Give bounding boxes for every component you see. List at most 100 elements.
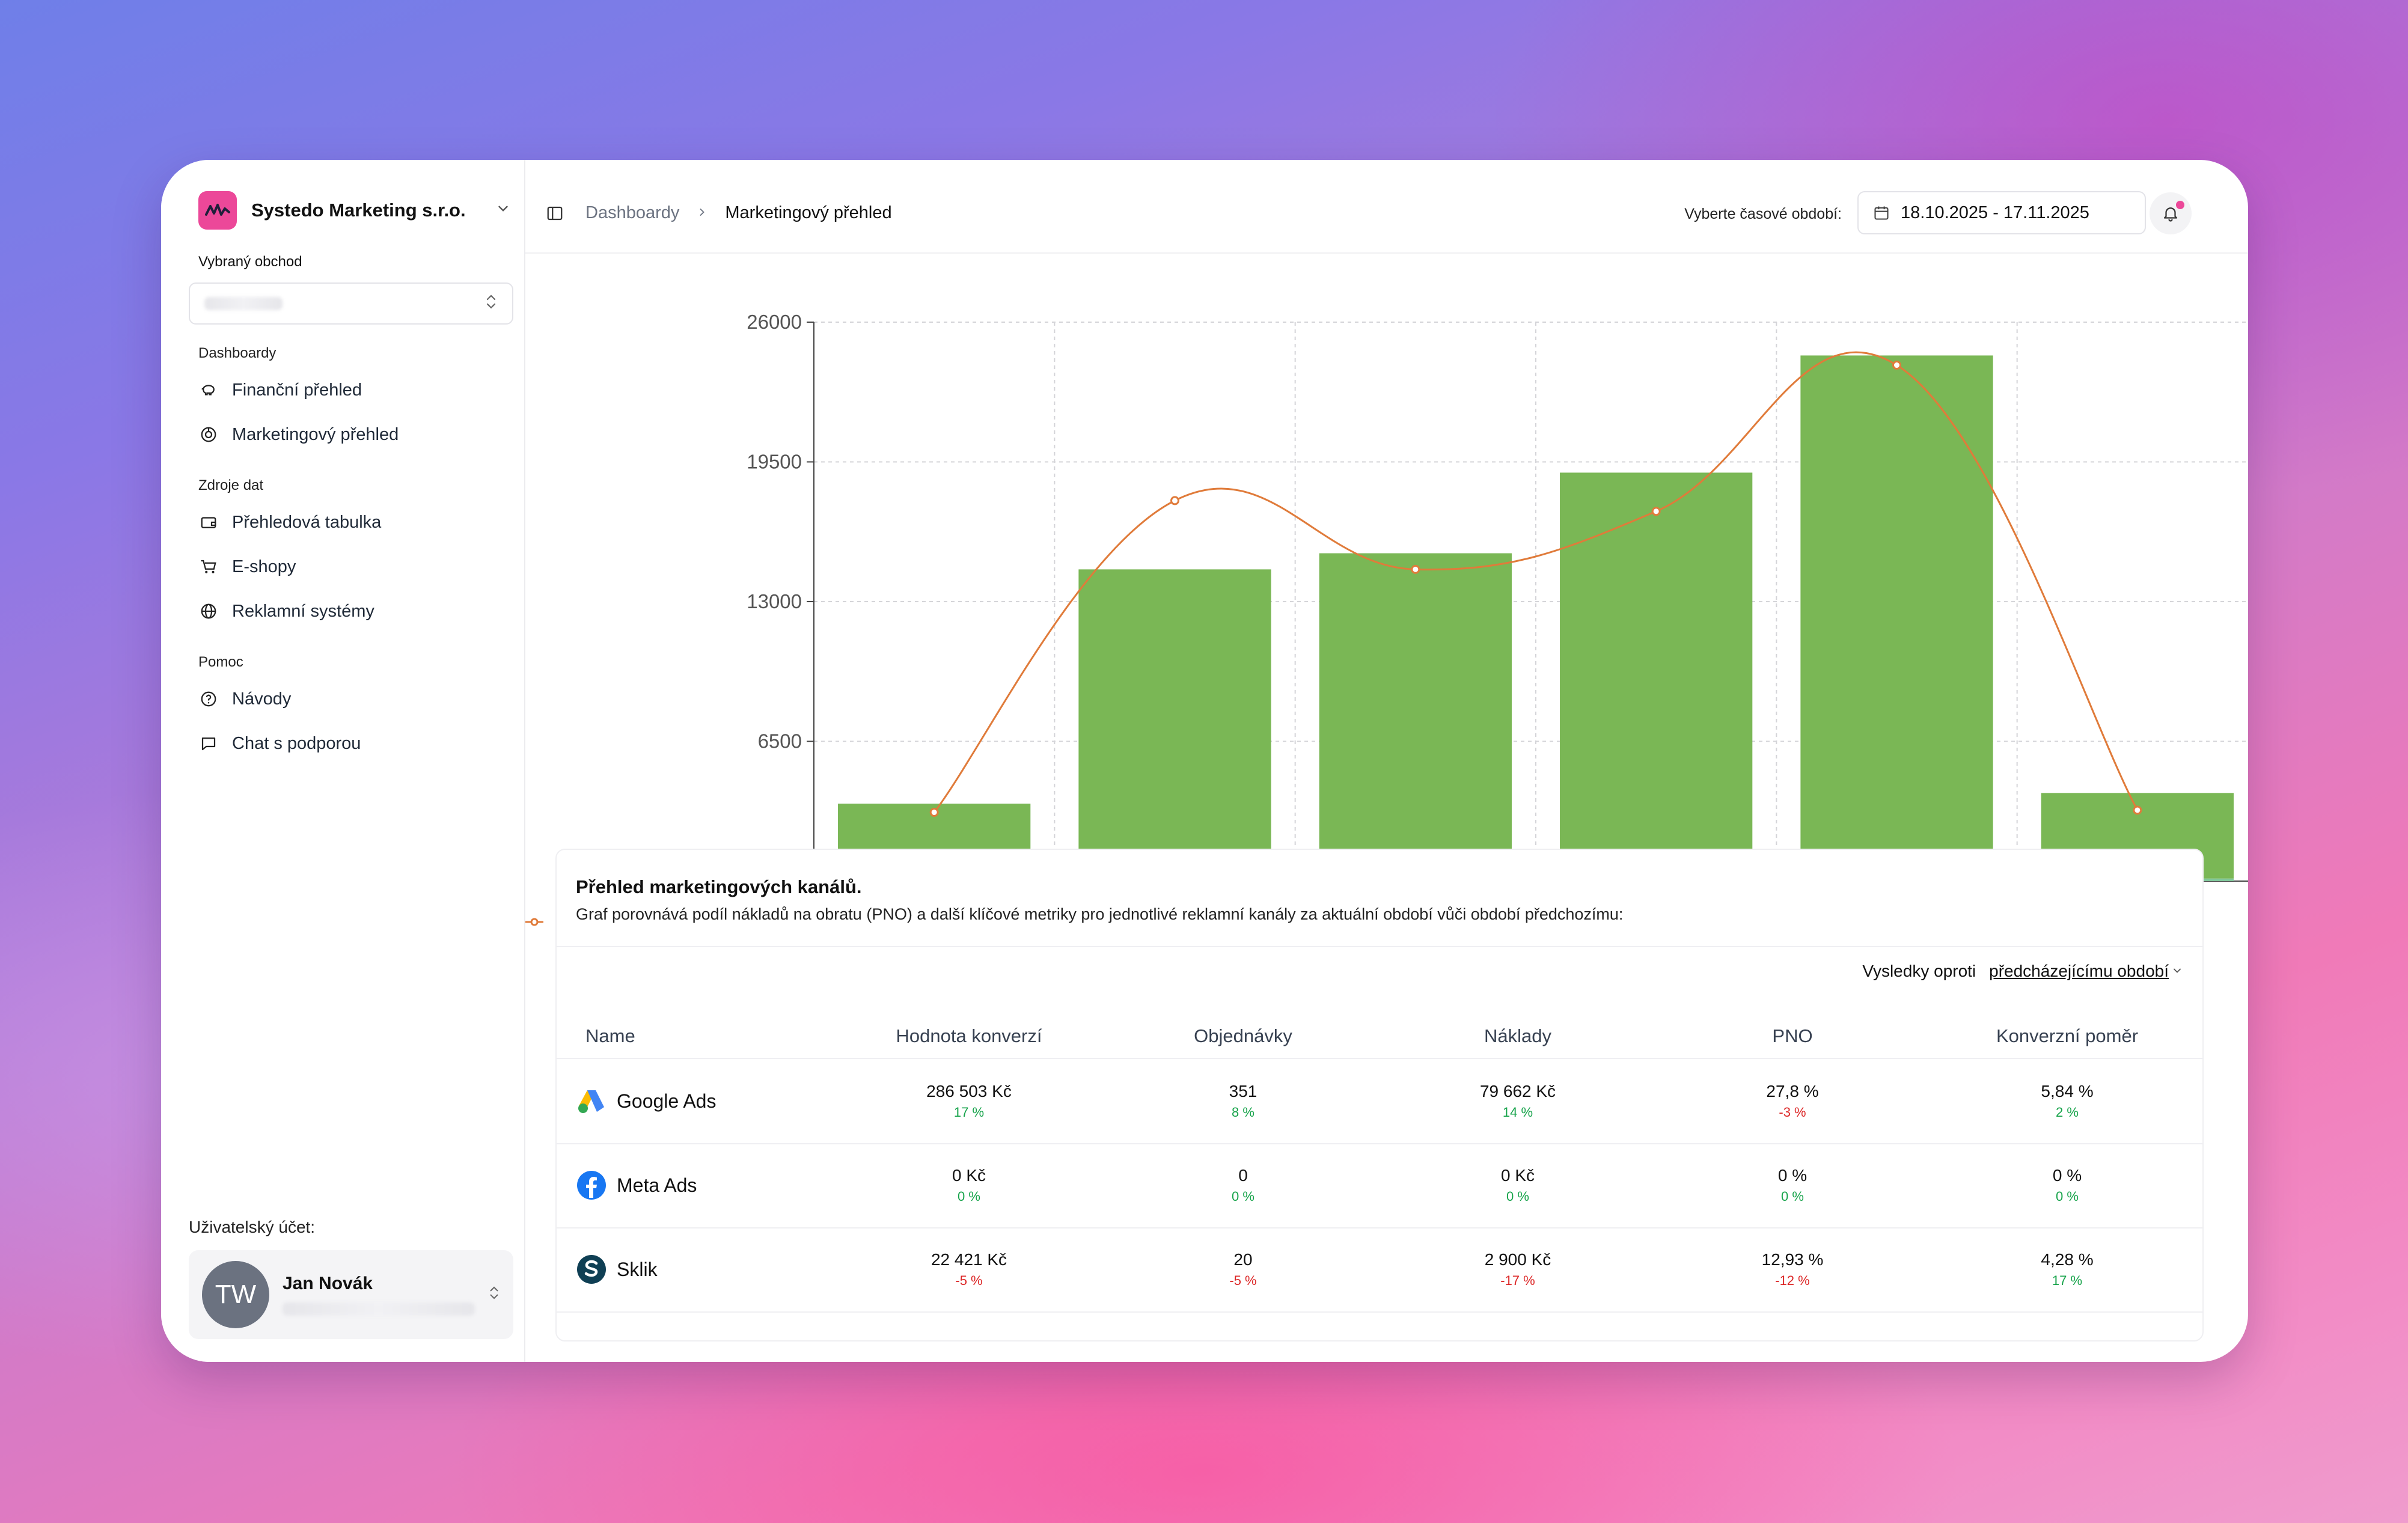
app-window: Systedo Marketing s.r.o. Vybraný obchod … (161, 160, 2248, 1362)
date-range-picker[interactable]: 18.10.2025 - 17.11.2025 (1857, 191, 2146, 234)
point-eshopRevenue (929, 808, 939, 817)
cell-delta: 14 % (1502, 1105, 1533, 1120)
cell-value: 2 900 Kč (1484, 1250, 1551, 1269)
bar-google (1800, 355, 1993, 874)
cell-delta: -5 % (1229, 1273, 1257, 1288)
period-label: Vyberte časové období: (1684, 206, 1842, 222)
chevron-down-icon (495, 201, 511, 221)
cell-value: 22 421 Kč (931, 1250, 1007, 1269)
table-row[interactable]: Meta Ads 0 Kč 0 % 0 0 % 0 Kč 0 % 0 % 0 % 0 %… (557, 1144, 2202, 1228)
sidebar-item-label: Přehledová tabulka (232, 512, 382, 532)
store-select[interactable] (189, 282, 513, 325)
google-ads-icon (576, 1085, 607, 1117)
sidebar-item-label: Reklamní systémy (232, 601, 374, 621)
nav-group-data-sources: Zdroje dat (198, 477, 264, 493)
account-label: Uživatelský účet: (189, 1218, 316, 1236)
point-eshopRevenue (1411, 564, 1420, 574)
chevron-down-icon (2171, 962, 2183, 981)
sidebar-item-label: Chat s podporou (232, 733, 361, 753)
column-header[interactable]: PNO (1772, 1025, 1813, 1046)
compare-value[interactable]: předcházejícímu období (1989, 962, 2169, 980)
channel-name: Meta Ads (617, 1174, 697, 1196)
bar-google (1319, 553, 1512, 865)
chat-icon (198, 733, 219, 754)
cell-value: 0 (1238, 1166, 1248, 1185)
breadcrumb: Dashboardy Marketingový přehled (585, 203, 892, 223)
cell-delta: 17 % (2052, 1273, 2083, 1288)
piggy-bank-icon (198, 380, 219, 400)
help-circle-icon (198, 689, 219, 709)
sidebar-item-chat-s-podporou[interactable]: Chat s podporou (198, 733, 361, 754)
sidebar-item-label: E-shopy (232, 557, 296, 576)
point-eshopRevenue (2133, 805, 2142, 815)
cell-delta: 0 % (958, 1189, 980, 1204)
sidebar-item-navody[interactable]: Návody (198, 689, 291, 709)
column-header[interactable]: Name (585, 1025, 635, 1046)
sidebar-item-prehledova-tabulka[interactable]: Přehledová tabulka (198, 512, 381, 533)
sidebar-item-e-shopy[interactable]: E-shopy (198, 557, 296, 577)
cell-delta: 2 % (2056, 1105, 2079, 1120)
chevron-right-icon (696, 203, 708, 223)
notification-badge (2176, 201, 2184, 209)
nav-group-help: Pomoc (198, 654, 243, 670)
compare-label: Vysledky oproti (1862, 962, 1976, 980)
table-row[interactable]: Google Ads 286 503 Kč 17 % 351 8 % 79 662 … (557, 1060, 2202, 1144)
nav-group-dashboards: Dashboardy (198, 345, 277, 361)
cell-delta: 8 % (1232, 1105, 1254, 1120)
cell-value: 351 (1229, 1082, 1257, 1100)
line-eshopRevenue (933, 351, 2139, 813)
channels-card: Přehled marketingových kanálů. Graf poro… (555, 849, 2204, 1341)
y-tick-label-left: 13000 (747, 590, 802, 612)
globe-icon (198, 601, 219, 621)
company-name: Systedo Marketing s.r.o. (251, 200, 466, 221)
sidebar-item-label: Marketingový přehled (232, 424, 399, 444)
sidebar-item-label: Finanční přehled (232, 380, 362, 400)
cell-value: 286 503 Kč (926, 1082, 1012, 1100)
sidebar-toggle-icon[interactable] (546, 204, 564, 225)
notifications-button[interactable] (2150, 192, 2192, 234)
table-row[interactable]: Sklik 22 421 Kč -5 % 20 -5 % 2 900 Kč -17 %… (557, 1228, 2202, 1313)
cell-value: 0 % (2052, 1166, 2082, 1185)
calendar-icon (1873, 204, 1890, 221)
breadcrumb-dashboards[interactable]: Dashboardy (585, 203, 680, 222)
divider (557, 946, 2202, 947)
column-header[interactable]: Konverzní poměr (1996, 1025, 2139, 1046)
breadcrumb-current: Marketingový přehled (725, 203, 892, 222)
point-eshopRevenue (1892, 361, 1901, 370)
cell-value: 5,84 % (2041, 1082, 2094, 1100)
y-tick-label-left: 19500 (747, 451, 802, 473)
cell-value: 0 Kč (952, 1166, 986, 1185)
account-email-redacted (283, 1302, 475, 1316)
sidebar-item-financni-prehled[interactable]: Finanční přehled (198, 380, 362, 400)
column-header[interactable]: Objednávky (1194, 1025, 1292, 1046)
cell-delta: 17 % (953, 1105, 985, 1120)
sidebar-item-marketingovy-prehled[interactable]: Marketingový přehled (198, 424, 399, 445)
chart-svg: 0650013000195002600006500013000019500026… (747, 311, 2248, 913)
y-tick-label-left: 26000 (747, 311, 802, 333)
chevron-updown-icon (488, 1285, 500, 1304)
marketing-chart: 0650013000195002600006500013000019500026… (525, 254, 2248, 960)
card-description: Graf porovnává podíl nákladů na obratu (… (576, 905, 1624, 923)
column-header[interactable]: Náklady (1484, 1025, 1551, 1046)
date-range-value: 18.10.2025 - 17.11.2025 (1901, 203, 2089, 222)
account-switcher[interactable]: TW Jan Novák (189, 1250, 513, 1339)
store-label: Vybraný obchod (198, 254, 302, 270)
column-header[interactable]: Hodnota konverzí (896, 1025, 1042, 1046)
sklik-icon (576, 1254, 607, 1285)
cell-value: 12,93 % (1761, 1250, 1824, 1269)
y-tick-label-left: 6500 (758, 730, 802, 752)
facebook-icon (576, 1170, 607, 1201)
chevron-updown-icon (484, 293, 498, 314)
sidebar-item-reklamni-systemy[interactable]: Reklamní systémy (198, 601, 374, 621)
card-title: Přehled marketingových kanálů. (576, 876, 862, 897)
compare-selector[interactable]: Vysledky oproti předcházejícímu období (1862, 962, 2183, 981)
bar-google (1560, 472, 1753, 864)
cell-delta: -3 % (1779, 1105, 1806, 1120)
channel-name: Google Ads (617, 1090, 717, 1112)
table-header: Name Hodnota konverzí Objednávky Náklady… (557, 1010, 2202, 1059)
cell-delta: -12 % (1775, 1273, 1810, 1288)
cart-icon (198, 557, 219, 577)
account-name: Jan Novák (283, 1274, 373, 1293)
cell-delta: 0 % (1232, 1189, 1254, 1204)
company-switcher[interactable]: Systedo Marketing s.r.o. (198, 191, 511, 230)
